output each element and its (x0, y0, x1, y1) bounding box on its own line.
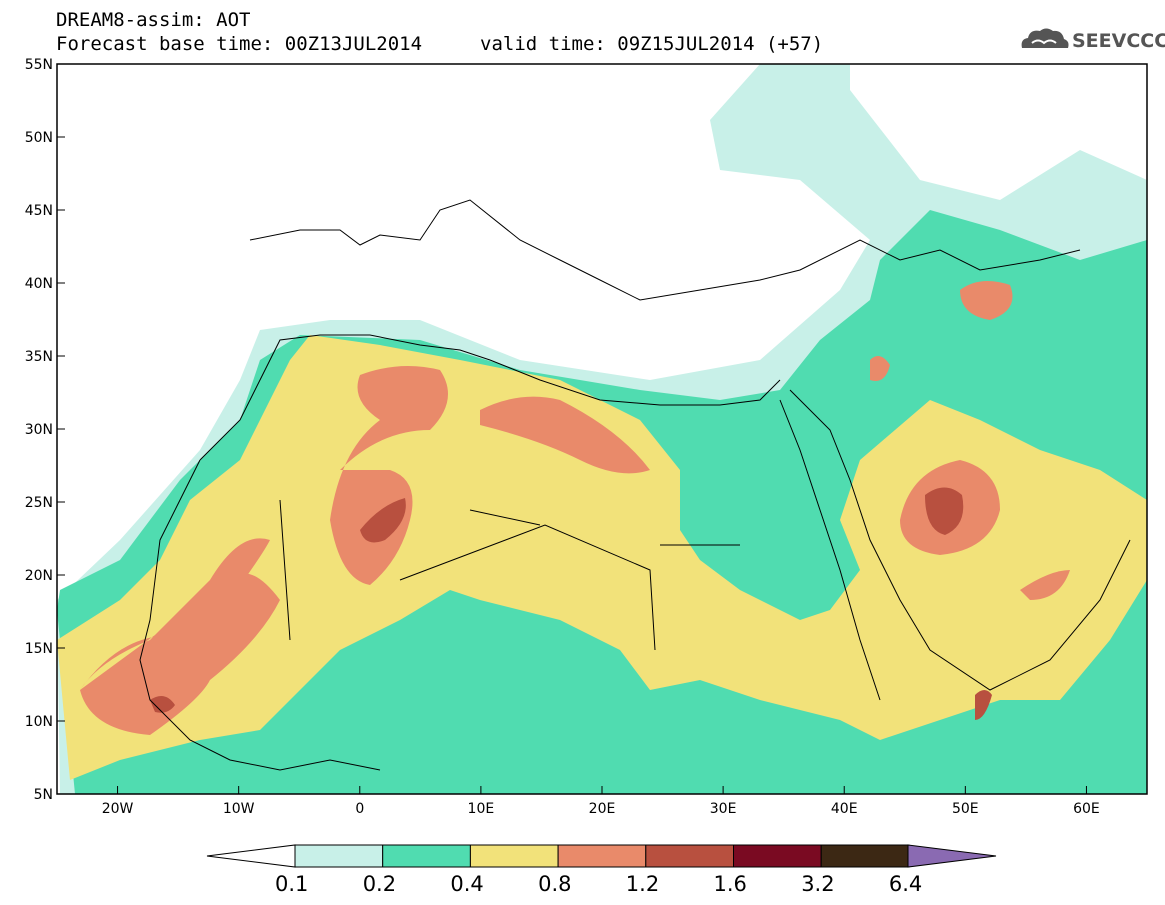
lon-label: 40E (831, 801, 858, 817)
aot-level-0.8 (330, 366, 448, 585)
colorbar-label: 0.4 (450, 872, 484, 896)
aot-level-0.8 (870, 356, 890, 381)
colorbar-segment (294, 844, 384, 868)
border-sahara (279, 499, 740, 651)
aot-level-0.8 (960, 281, 1013, 320)
colorbar-label: 0.1 (275, 872, 309, 896)
lon-label: 10W (223, 801, 255, 817)
lat-label: 40N (25, 276, 53, 292)
aot-level-0.8 (480, 396, 650, 474)
aot-level-0.8 (1020, 570, 1070, 600)
colorbar-label: 1.6 (713, 872, 747, 896)
forecast-base-time: Forecast base time: 00Z13JUL2014 (56, 33, 423, 55)
logo-text: SEEVCCC (1072, 30, 1165, 52)
aot-level-0.4 (57, 335, 1147, 780)
aot-level-1.2 (975, 690, 992, 720)
lat-label: 50N (25, 130, 53, 146)
lat-label: 55N (25, 57, 53, 73)
aot-level-1.2 (925, 487, 964, 535)
cloud-logo-icon (1021, 28, 1069, 48)
red-sea-coast (779, 399, 881, 701)
colorbar-max-arrow (907, 844, 997, 868)
coastline-west-africa (139, 459, 381, 771)
lat-label: 35N (25, 349, 53, 365)
coastline-north-africa (199, 334, 781, 461)
colorbar-segment (557, 844, 647, 868)
valid-time: valid time: 09Z15JUL2014 (+57) (480, 33, 824, 55)
lon-label: 50E (952, 801, 979, 817)
lat-label: 45N (25, 203, 53, 219)
lat-label: 10N (25, 714, 53, 730)
lon-label: 20E (589, 801, 616, 817)
colorbar-label: 0.8 (538, 872, 572, 896)
colorbar-segment (382, 844, 471, 868)
lat-label: 25N (25, 495, 53, 511)
arabian-coast (789, 389, 1131, 691)
aot-level-1.2 (150, 696, 175, 713)
lon-label: 30E (710, 801, 737, 817)
lat-label: 30N (25, 422, 53, 438)
colorbar (206, 844, 997, 868)
colorbar-label: 0.2 (362, 872, 397, 896)
colorbar-label: 1.2 (625, 872, 660, 896)
colorbar-label: 6.4 (888, 872, 923, 896)
colorbar-label: 3.2 (801, 872, 835, 896)
lat-label: 20N (25, 568, 53, 584)
lat-label: 15N (25, 641, 53, 657)
colorbar-segment (820, 844, 910, 868)
latitude-axis: 55N 50N 45N 40N 35N 30N 25N 20N 15N 10N 5N (25, 57, 65, 803)
coastline-europe (249, 199, 1081, 301)
aot-level-1.2 (360, 498, 406, 543)
lon-label: 20W (102, 801, 134, 817)
aot-level-0.8 (80, 538, 280, 735)
lat-label: 5N (34, 787, 53, 803)
lon-label: 60E (1073, 801, 1100, 817)
colorbar-segment (469, 844, 559, 868)
lon-label: 10E (468, 801, 495, 817)
colorbar-min-arrow (206, 844, 296, 868)
colorbar-segment (645, 844, 734, 868)
longitude-axis: 20W 10W 0 10E 20E 30E 40E 50E 60E (102, 786, 1100, 817)
colorbar-segment (733, 844, 822, 868)
map-title: DREAM8-assim: AOT (56, 9, 251, 31)
lon-label: 0 (355, 801, 364, 817)
